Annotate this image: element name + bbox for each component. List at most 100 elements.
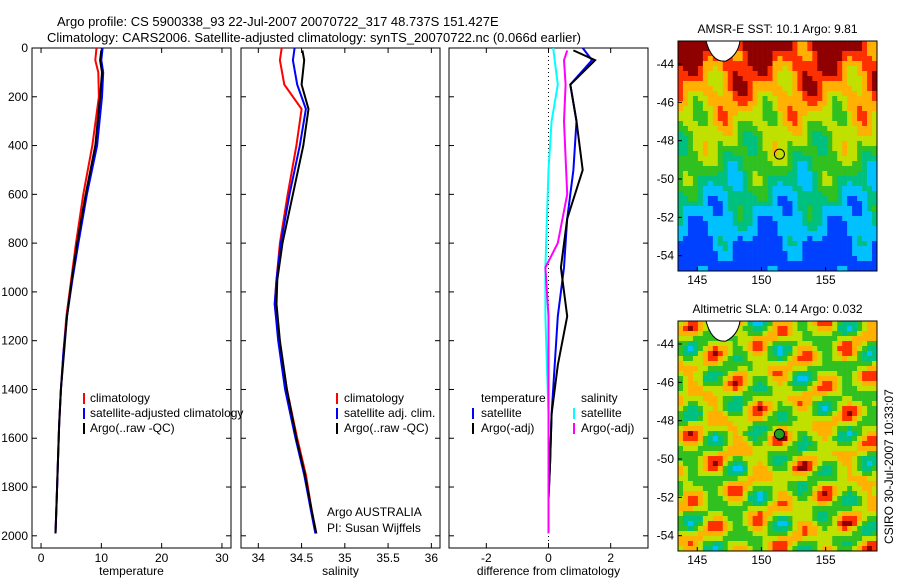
map-cell <box>702 441 709 447</box>
map-cell <box>787 251 793 257</box>
map-cell <box>872 396 877 402</box>
map-cell <box>807 531 813 537</box>
map-cell <box>787 41 793 47</box>
map-cell <box>782 361 788 367</box>
map-cell <box>762 511 768 517</box>
chart-temperature <box>31 47 232 549</box>
map-cell <box>802 101 808 107</box>
map-cell <box>697 436 704 442</box>
map-cell <box>712 466 719 472</box>
map-cell <box>712 161 719 167</box>
argo-float-marker <box>773 428 785 440</box>
map-cell <box>678 431 684 437</box>
map-cell <box>792 46 798 52</box>
map-cell <box>777 511 783 517</box>
map-cell <box>852 501 858 507</box>
map-cell <box>792 416 798 422</box>
map-cell <box>767 516 773 522</box>
map-cell <box>822 541 828 547</box>
map-cell <box>727 476 734 482</box>
map-cell <box>817 231 823 237</box>
map-cell <box>802 391 808 397</box>
map-cell <box>682 386 689 392</box>
map-cell <box>782 196 788 202</box>
map-cell <box>792 516 798 522</box>
map-cell <box>707 206 714 212</box>
map-cell <box>847 101 853 107</box>
map-cell <box>837 426 843 432</box>
map-cell <box>807 461 813 467</box>
map-cell <box>732 196 738 202</box>
map-cell <box>867 166 873 172</box>
map-cell <box>712 426 719 432</box>
map-cell <box>787 456 793 462</box>
map-cell <box>742 46 748 52</box>
map-cell <box>722 106 729 112</box>
map-cell <box>872 421 877 427</box>
map-y-tick-label: -48 <box>657 414 675 428</box>
map-cell <box>702 261 709 267</box>
map-cell <box>837 156 843 162</box>
map-cell <box>697 531 704 537</box>
map-cell <box>702 161 709 167</box>
map-cell <box>692 71 699 77</box>
map-cell <box>842 516 848 522</box>
map-cell <box>807 406 813 412</box>
map-cell <box>697 61 704 67</box>
map-cell <box>722 131 729 137</box>
map-cell <box>687 526 694 532</box>
map-cell <box>787 461 793 467</box>
map-cell <box>862 406 868 412</box>
map-cell <box>737 46 743 52</box>
map-cell <box>687 391 694 397</box>
map-cell <box>812 516 818 522</box>
map-cell <box>832 251 838 257</box>
map-cell <box>842 41 848 47</box>
map-cell <box>782 536 788 542</box>
map-cell <box>742 51 748 57</box>
map-cell <box>812 116 818 122</box>
map-cell <box>727 446 734 452</box>
map-cell <box>712 441 719 447</box>
map-cell <box>687 56 694 62</box>
map-cell <box>857 56 863 62</box>
map-cell <box>742 246 748 252</box>
map-cell <box>842 396 848 402</box>
map-cell <box>707 211 714 217</box>
map-cell <box>872 496 877 502</box>
map-x-tick-label: 150 <box>751 553 771 567</box>
map-cell <box>712 456 719 462</box>
map-cell <box>807 261 813 267</box>
map-cell <box>862 426 868 432</box>
map-cell <box>842 456 848 462</box>
map-cell <box>737 406 743 412</box>
map-cell <box>802 396 808 402</box>
map-cell <box>872 221 877 227</box>
map-cell <box>757 41 763 47</box>
map-cell <box>852 266 858 271</box>
map-cell <box>792 66 798 72</box>
map-cell <box>832 536 838 542</box>
map-cell <box>712 401 719 407</box>
map-cell <box>722 531 729 537</box>
map-cell <box>722 91 729 97</box>
map-cell <box>772 321 778 327</box>
map-cell <box>707 336 714 342</box>
map-cell <box>767 266 773 271</box>
map-cell <box>812 96 818 102</box>
map-cell <box>832 176 838 182</box>
map-cell <box>872 461 877 467</box>
map-cell <box>737 126 743 132</box>
map-cell <box>852 531 858 537</box>
map-cell <box>687 436 694 442</box>
map-cell <box>702 51 709 57</box>
map-cell <box>687 351 694 357</box>
map-cell <box>857 246 863 252</box>
map-cell <box>757 456 763 462</box>
map-cell <box>737 96 743 102</box>
chart-salinity <box>240 47 441 549</box>
map-cell <box>852 341 858 347</box>
map-cell <box>812 486 818 492</box>
map-cell <box>847 231 853 237</box>
map-cell <box>767 121 773 127</box>
